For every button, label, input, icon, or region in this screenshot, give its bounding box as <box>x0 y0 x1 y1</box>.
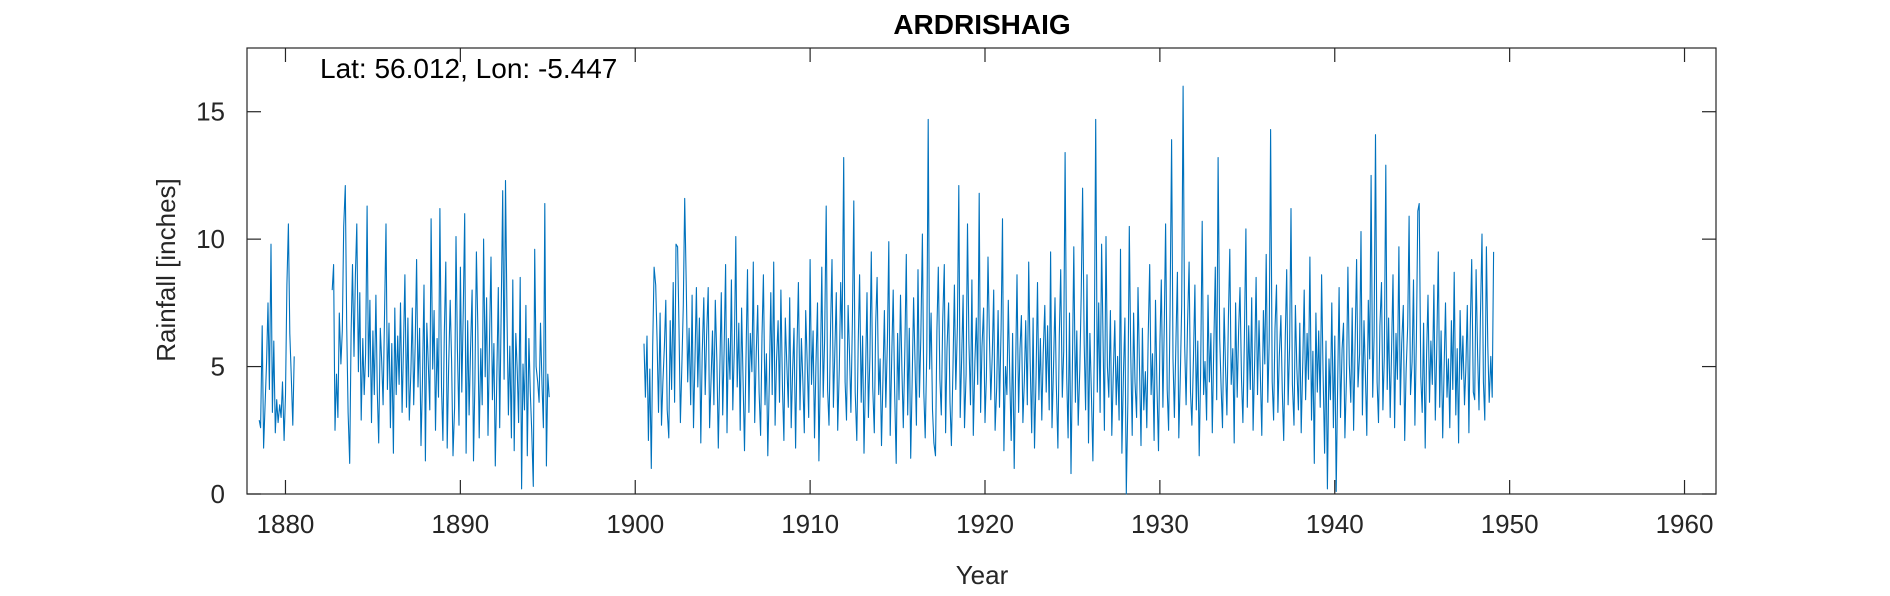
chart-title: ARDRISHAIG <box>893 9 1070 40</box>
y-tick-label: 10 <box>196 224 225 254</box>
rainfall-series-line <box>331 179 550 490</box>
axes-box <box>246 47 1717 495</box>
y-tick-label: 15 <box>196 97 225 127</box>
x-tick-label: 1880 <box>257 509 315 539</box>
x-tick-label: 1960 <box>1656 509 1714 539</box>
x-tick-label: 1910 <box>781 509 839 539</box>
x-tick-label: 1900 <box>606 509 664 539</box>
y-axis-title: Rainfall [inches] <box>151 178 181 362</box>
x-tick-label: 1950 <box>1481 509 1539 539</box>
rainfall-series-line <box>258 223 295 449</box>
x-tick-label: 1890 <box>431 509 489 539</box>
y-tick-label: 0 <box>211 479 225 509</box>
location-annotation: Lat: 56.012, Lon: -5.447 <box>320 53 617 84</box>
plot-area: 1880 1890 1900 1910 1920 1930 1940 1950 1960 0 5 10… <box>196 47 1717 539</box>
rainfall-series-line <box>643 85 1495 495</box>
x-tick-label: 1930 <box>1131 509 1189 539</box>
y-tick-label: 5 <box>211 352 225 382</box>
x-tick-label: 1940 <box>1306 509 1364 539</box>
x-axis-title: Year <box>956 560 1009 590</box>
x-tick-label: 1920 <box>956 509 1014 539</box>
